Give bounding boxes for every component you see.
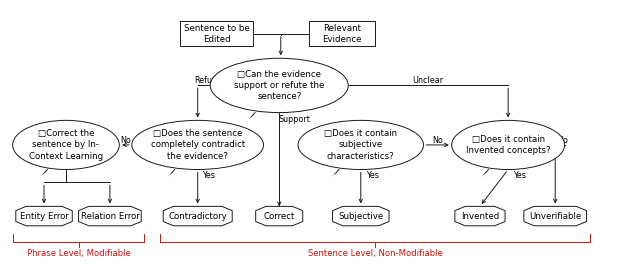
Text: Contradictory: Contradictory — [168, 211, 227, 221]
Text: Unverifiable: Unverifiable — [529, 211, 581, 221]
Text: Yes: Yes — [202, 172, 216, 181]
Text: □Does it contain
Invented concepts?: □Does it contain Invented concepts? — [466, 135, 550, 155]
Text: □Does it contain
subjective
characteristics?: □Does it contain subjective characterist… — [324, 129, 397, 161]
Polygon shape — [524, 206, 587, 226]
Text: Sentence to be
Edited: Sentence to be Edited — [184, 24, 250, 44]
Text: Correct: Correct — [264, 211, 295, 221]
Text: Support: Support — [279, 115, 311, 124]
Text: Subjective: Subjective — [338, 211, 383, 221]
Text: Yes: Yes — [365, 172, 378, 181]
Ellipse shape — [132, 120, 264, 169]
Text: Unclear: Unclear — [413, 76, 444, 85]
Polygon shape — [455, 206, 505, 226]
Polygon shape — [333, 206, 389, 226]
Text: No: No — [432, 136, 443, 145]
Ellipse shape — [452, 120, 564, 169]
Polygon shape — [163, 206, 232, 226]
Text: □Correct the
sentence by In-
Context Learning: □Correct the sentence by In- Context Lea… — [29, 129, 103, 161]
Text: No: No — [557, 136, 568, 145]
Text: Invented: Invented — [461, 211, 499, 221]
Ellipse shape — [13, 120, 119, 169]
Text: Relation Error: Relation Error — [81, 211, 140, 221]
FancyBboxPatch shape — [309, 21, 375, 46]
Text: No: No — [120, 136, 131, 145]
Polygon shape — [16, 206, 72, 226]
Ellipse shape — [298, 120, 424, 169]
Text: Relevant
Evidence: Relevant Evidence — [322, 24, 362, 44]
FancyBboxPatch shape — [180, 21, 253, 46]
Text: Refute: Refute — [194, 76, 220, 85]
Text: Phrase Level, Modifiable: Phrase Level, Modifiable — [27, 249, 131, 258]
Text: Sentence Level, Non-Modifiable: Sentence Level, Non-Modifiable — [307, 249, 442, 258]
Ellipse shape — [210, 58, 348, 112]
Text: Yes: Yes — [513, 172, 526, 181]
Text: □Does the sentence
completely contradict
the evidence?: □Does the sentence completely contradict… — [150, 129, 245, 161]
Text: Entity Error: Entity Error — [20, 211, 68, 221]
Text: □Can the evidence
support or refute the
sentence?: □Can the evidence support or refute the … — [234, 70, 324, 101]
Polygon shape — [256, 206, 303, 226]
Polygon shape — [79, 206, 141, 226]
